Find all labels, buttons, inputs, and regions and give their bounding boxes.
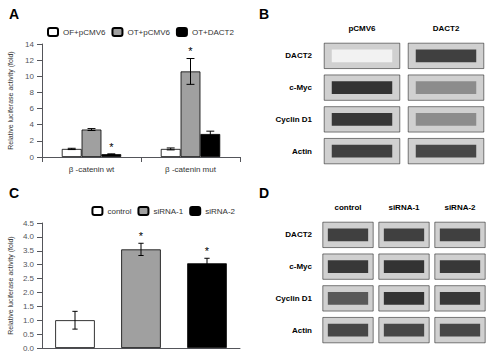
svg-text:β -catenin mut: β -catenin mut xyxy=(165,165,217,174)
svg-text:OT+pCMV6: OT+pCMV6 xyxy=(127,28,170,37)
svg-text:Relative luciferase activity (: Relative luciferase activity (fold) xyxy=(7,236,15,334)
svg-text:4.5: 4.5 xyxy=(23,219,35,228)
svg-text:OF+pCMV6: OF+pCMV6 xyxy=(63,28,106,37)
svg-text:14: 14 xyxy=(25,40,34,49)
svg-text:4: 4 xyxy=(30,120,35,129)
svg-text:*: * xyxy=(205,245,210,257)
svg-text:3.5: 3.5 xyxy=(23,246,35,255)
svg-text:1.0: 1.0 xyxy=(23,316,35,325)
svg-text:2.5: 2.5 xyxy=(23,274,35,283)
svg-text:10: 10 xyxy=(25,72,34,81)
svg-text:control: control xyxy=(334,203,361,212)
svg-text:8: 8 xyxy=(30,88,35,97)
svg-text:A: A xyxy=(9,6,19,22)
svg-text:0: 0 xyxy=(30,153,35,162)
svg-text:6: 6 xyxy=(30,104,35,113)
svg-text:0.5: 0.5 xyxy=(23,330,35,339)
svg-text:Actin: Actin xyxy=(292,326,312,335)
svg-text:Relative luciferase activity (: Relative luciferase activity (fold) xyxy=(7,51,15,149)
svg-text:siRNA-1: siRNA-1 xyxy=(153,207,183,216)
svg-text:c-Myc: c-Myc xyxy=(289,262,312,271)
svg-text:OT+DACT2: OT+DACT2 xyxy=(192,28,235,37)
svg-text:C: C xyxy=(9,185,19,201)
svg-text:siRNA-2: siRNA-2 xyxy=(444,203,476,212)
svg-text:3.0: 3.0 xyxy=(23,260,35,269)
svg-text:*: * xyxy=(188,45,193,57)
svg-text:4.0: 4.0 xyxy=(23,232,35,241)
svg-text:2: 2 xyxy=(30,136,35,145)
svg-text:pCMV6: pCMV6 xyxy=(348,24,376,33)
svg-text:D: D xyxy=(259,185,269,201)
svg-text:Actin: Actin xyxy=(292,147,312,156)
svg-text:12: 12 xyxy=(25,56,34,65)
svg-text:siRNA-2: siRNA-2 xyxy=(205,207,235,216)
svg-text:2.0: 2.0 xyxy=(23,288,35,297)
svg-text:siRNA-1: siRNA-1 xyxy=(388,203,420,212)
svg-text:0.0: 0.0 xyxy=(23,344,35,353)
svg-text:1.5: 1.5 xyxy=(23,302,35,311)
svg-text:*: * xyxy=(139,230,144,242)
svg-text:Cyclin D1: Cyclin D1 xyxy=(276,115,313,124)
svg-text:Cyclin D1: Cyclin D1 xyxy=(276,294,313,303)
svg-text:DACT2: DACT2 xyxy=(285,230,312,239)
svg-text:c-Myc: c-Myc xyxy=(289,83,312,92)
svg-text:DACT2: DACT2 xyxy=(433,24,460,33)
svg-text:DACT2: DACT2 xyxy=(285,51,312,60)
svg-text:β -catenin wt: β -catenin wt xyxy=(69,165,115,174)
svg-text:B: B xyxy=(259,6,269,22)
svg-text:*: * xyxy=(109,141,114,153)
svg-text:control: control xyxy=(107,207,131,216)
